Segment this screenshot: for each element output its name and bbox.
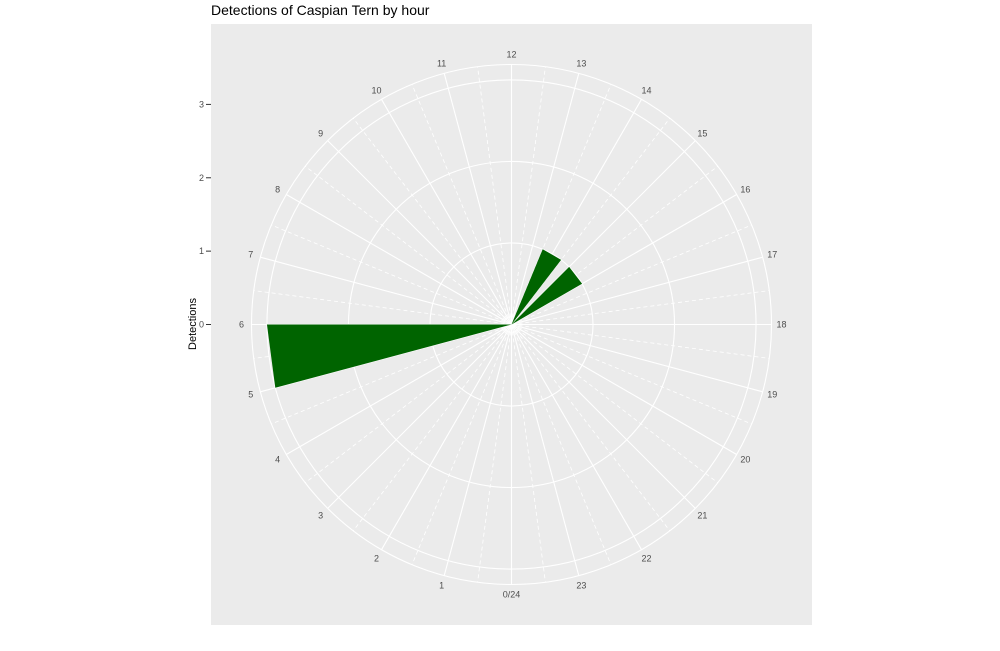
grid-spoke — [511, 194, 737, 325]
grid-spoke — [511, 256, 763, 326]
grid-spoke-minor — [352, 117, 512, 325]
hour-label: 0/24 — [503, 590, 521, 600]
grid-spoke-minor — [477, 324, 512, 583]
grid-spoke-minor — [304, 165, 512, 325]
grid-spoke — [327, 140, 512, 325]
grid-spoke-minor — [511, 84, 612, 325]
hour-label: 1 — [439, 580, 444, 590]
y-axis-title: Detections — [187, 298, 199, 350]
grid-spoke — [443, 324, 513, 576]
bar-hour-1 — [511, 249, 562, 325]
hour-label: 4 — [275, 455, 280, 465]
grid-spoke-minor — [411, 84, 512, 325]
grid-spoke-minor — [511, 324, 671, 532]
hour-label: 9 — [318, 129, 323, 139]
grid-spoke — [327, 324, 512, 509]
grid-spoke — [443, 73, 513, 325]
bars — [266, 249, 583, 388]
hour-label: 14 — [641, 86, 651, 96]
hour-label: 3 — [318, 510, 323, 520]
hour-label: 19 — [767, 389, 777, 399]
grid-spoke — [511, 324, 696, 509]
grid-spoke — [381, 99, 512, 325]
hour-label: 17 — [767, 250, 777, 260]
y-tick-label: 0 — [199, 320, 204, 330]
chart-title: Detections of Caspian Tern by hour — [211, 2, 430, 18]
hour-label: 11 — [437, 59, 446, 69]
grid-circle-outer — [250, 63, 773, 586]
grid-spoke-minor — [511, 224, 752, 325]
hour-label: 23 — [576, 580, 586, 590]
hour-label: 13 — [576, 59, 586, 69]
hour-label: 16 — [740, 185, 750, 195]
hour-label: 20 — [740, 455, 750, 465]
grid-spoke-minor — [511, 324, 770, 359]
y-tick-label: 3 — [199, 99, 204, 109]
grid-spoke-minor — [511, 324, 719, 484]
bar-hour-0 — [266, 324, 512, 388]
hour-label: 12 — [506, 50, 516, 60]
hour-labels: 0/24123456789101112131415161718192021222… — [239, 50, 787, 600]
hour-label: 10 — [371, 86, 381, 96]
grid-spoke-minor — [511, 324, 752, 425]
hour-label: 8 — [275, 185, 280, 195]
grid-spoke — [260, 256, 512, 326]
hour-label: 15 — [697, 129, 707, 139]
grid-spoke-minor — [477, 66, 512, 325]
y-tick-label: 1 — [199, 246, 204, 256]
grid-spoke — [286, 194, 512, 325]
grid-spoke — [511, 323, 763, 393]
grid-spoke — [381, 324, 512, 550]
grid-spoke — [286, 324, 512, 455]
hour-label: 21 — [697, 510, 707, 520]
hour-label: 2 — [374, 553, 379, 563]
grid-spoke-minor — [352, 324, 512, 532]
hour-label: 22 — [641, 553, 651, 563]
grid-spoke-minor — [511, 324, 546, 583]
grid-spoke-minor — [511, 324, 612, 565]
y-tick-label: 2 — [199, 173, 204, 183]
grid-spoke-minor — [271, 224, 512, 325]
grid-spoke-minor — [511, 290, 770, 325]
grid-spoke — [510, 324, 580, 576]
grid-spoke-minor — [253, 290, 512, 325]
grid-spoke-minor — [304, 324, 512, 484]
grid — [250, 63, 773, 586]
hour-label: 7 — [248, 250, 253, 260]
y-axis: 0 1 2 3 — [199, 99, 211, 330]
grid-spoke-minor — [511, 66, 546, 325]
hour-label: 18 — [776, 320, 786, 330]
grid-spoke — [511, 324, 737, 455]
hour-label: 5 — [248, 389, 253, 399]
hour-label: 6 — [239, 320, 244, 330]
grid-spoke-minor — [411, 324, 512, 565]
bar-hour-2 — [511, 266, 583, 325]
grid-spoke — [510, 73, 580, 325]
grid-spoke — [511, 324, 642, 550]
grid-spoke-minor — [271, 324, 512, 425]
